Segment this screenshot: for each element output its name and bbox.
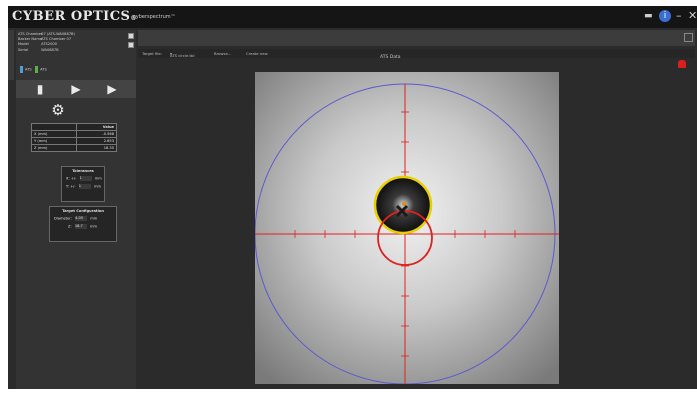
play-cycle-icon[interactable]: ▶ [107, 82, 117, 96]
target-file-label: Target file: [142, 51, 163, 56]
top-toolbar [138, 30, 695, 46]
tolerance-row-x: X: +/- 1 mm [66, 176, 102, 181]
image-title: ATS Data [380, 55, 401, 60]
target-file-dropdown[interactable]: ATS circle.tbl ▾ [170, 51, 195, 58]
brand-logo: CYBER OPTICS® [12, 9, 137, 24]
application-window: CYBER OPTICS® cyberspectrum™ ▬ i – ✕ ATS… [8, 6, 697, 389]
panel-toggle-button[interactable] [684, 33, 693, 42]
status-badges: ATS ATS [20, 66, 47, 73]
ats-status-icon [35, 66, 39, 73]
tolerances-box: Tolerances X: +/- 1 mm Y: +/- 1 mm [61, 166, 105, 202]
product-name: cyberspectrum™ [133, 14, 176, 20]
tolerance-x-field[interactable]: 1 [79, 176, 92, 181]
tolerance-row-y: Y: +/- 1 mm [66, 184, 101, 189]
play-step-icon[interactable]: ▶ [71, 82, 81, 96]
measurement-circle [377, 210, 433, 266]
table-row: X (mm) -0.568 [31, 130, 118, 138]
device-info-row: Model ATS2000 [18, 42, 57, 47]
target-configuration-title: Target Configuration [62, 209, 104, 213]
file-icon[interactable]: ▮ [36, 82, 44, 96]
target-file-strip: Target file: ATS circle.tbl ▾ Browse... … [138, 49, 695, 58]
collapse-panel-tab[interactable] [8, 30, 14, 80]
minimize-button[interactable]: – [676, 9, 682, 22]
gear-icon[interactable]: ⚙ [51, 101, 65, 119]
table-row: Z (mm) 18.35 [31, 144, 118, 152]
info-icon[interactable]: i [659, 10, 671, 22]
target-diameter-row: Diameter: 4.05 mm [54, 216, 98, 221]
title-bar: CYBER OPTICS® cyberspectrum™ ▬ i – ✕ [8, 6, 697, 28]
device-checkbox[interactable] [128, 42, 134, 48]
tolerance-y-field[interactable]: 1 [78, 184, 91, 189]
device-info-row: Serial WA0887B [18, 47, 59, 52]
browse-button[interactable]: Browse... [214, 51, 232, 56]
device-info: ATS Chamber 07 (ATS-WA0887B) Backer Name… [18, 32, 136, 53]
device-info-row: ATS Chamber 07 (ATS-WA0887B) [18, 32, 75, 36]
camera-view[interactable] [255, 72, 559, 384]
target-ring [373, 175, 433, 235]
create-new-button[interactable]: Create new [246, 51, 268, 56]
tool-bar: ▮ ▶ ▶ [16, 80, 136, 98]
close-button[interactable]: ✕ [688, 9, 697, 22]
target-configuration-box: Target Configuration Diameter: 4.05 mm Z… [49, 206, 117, 242]
ats-status-icon [20, 66, 23, 73]
control-panel: ATS Chamber 07 (ATS-WA0887B) Backer Name… [16, 30, 136, 389]
alarm-bell-icon[interactable] [678, 60, 686, 68]
value-header: Value [75, 123, 118, 131]
device-info-row: Backer Name ATS Chamber 07 [18, 37, 72, 42]
tolerances-title: Tolerances [72, 169, 94, 173]
target-center-marker [395, 204, 409, 218]
message-icon[interactable]: ▬ [644, 11, 653, 21]
z-field[interactable]: 18.7 [74, 224, 87, 229]
values-table: Value X (mm) -0.568 Y (mm) 2.853 Z (mm) 18.… [31, 123, 118, 152]
table-row: Y (mm) 2.853 [31, 137, 118, 145]
target-z-row: Z: 18.7 mm [68, 224, 98, 229]
detected-center-dot [402, 202, 406, 206]
device-checkbox[interactable] [128, 33, 134, 39]
diameter-field[interactable]: 4.05 [75, 216, 88, 221]
